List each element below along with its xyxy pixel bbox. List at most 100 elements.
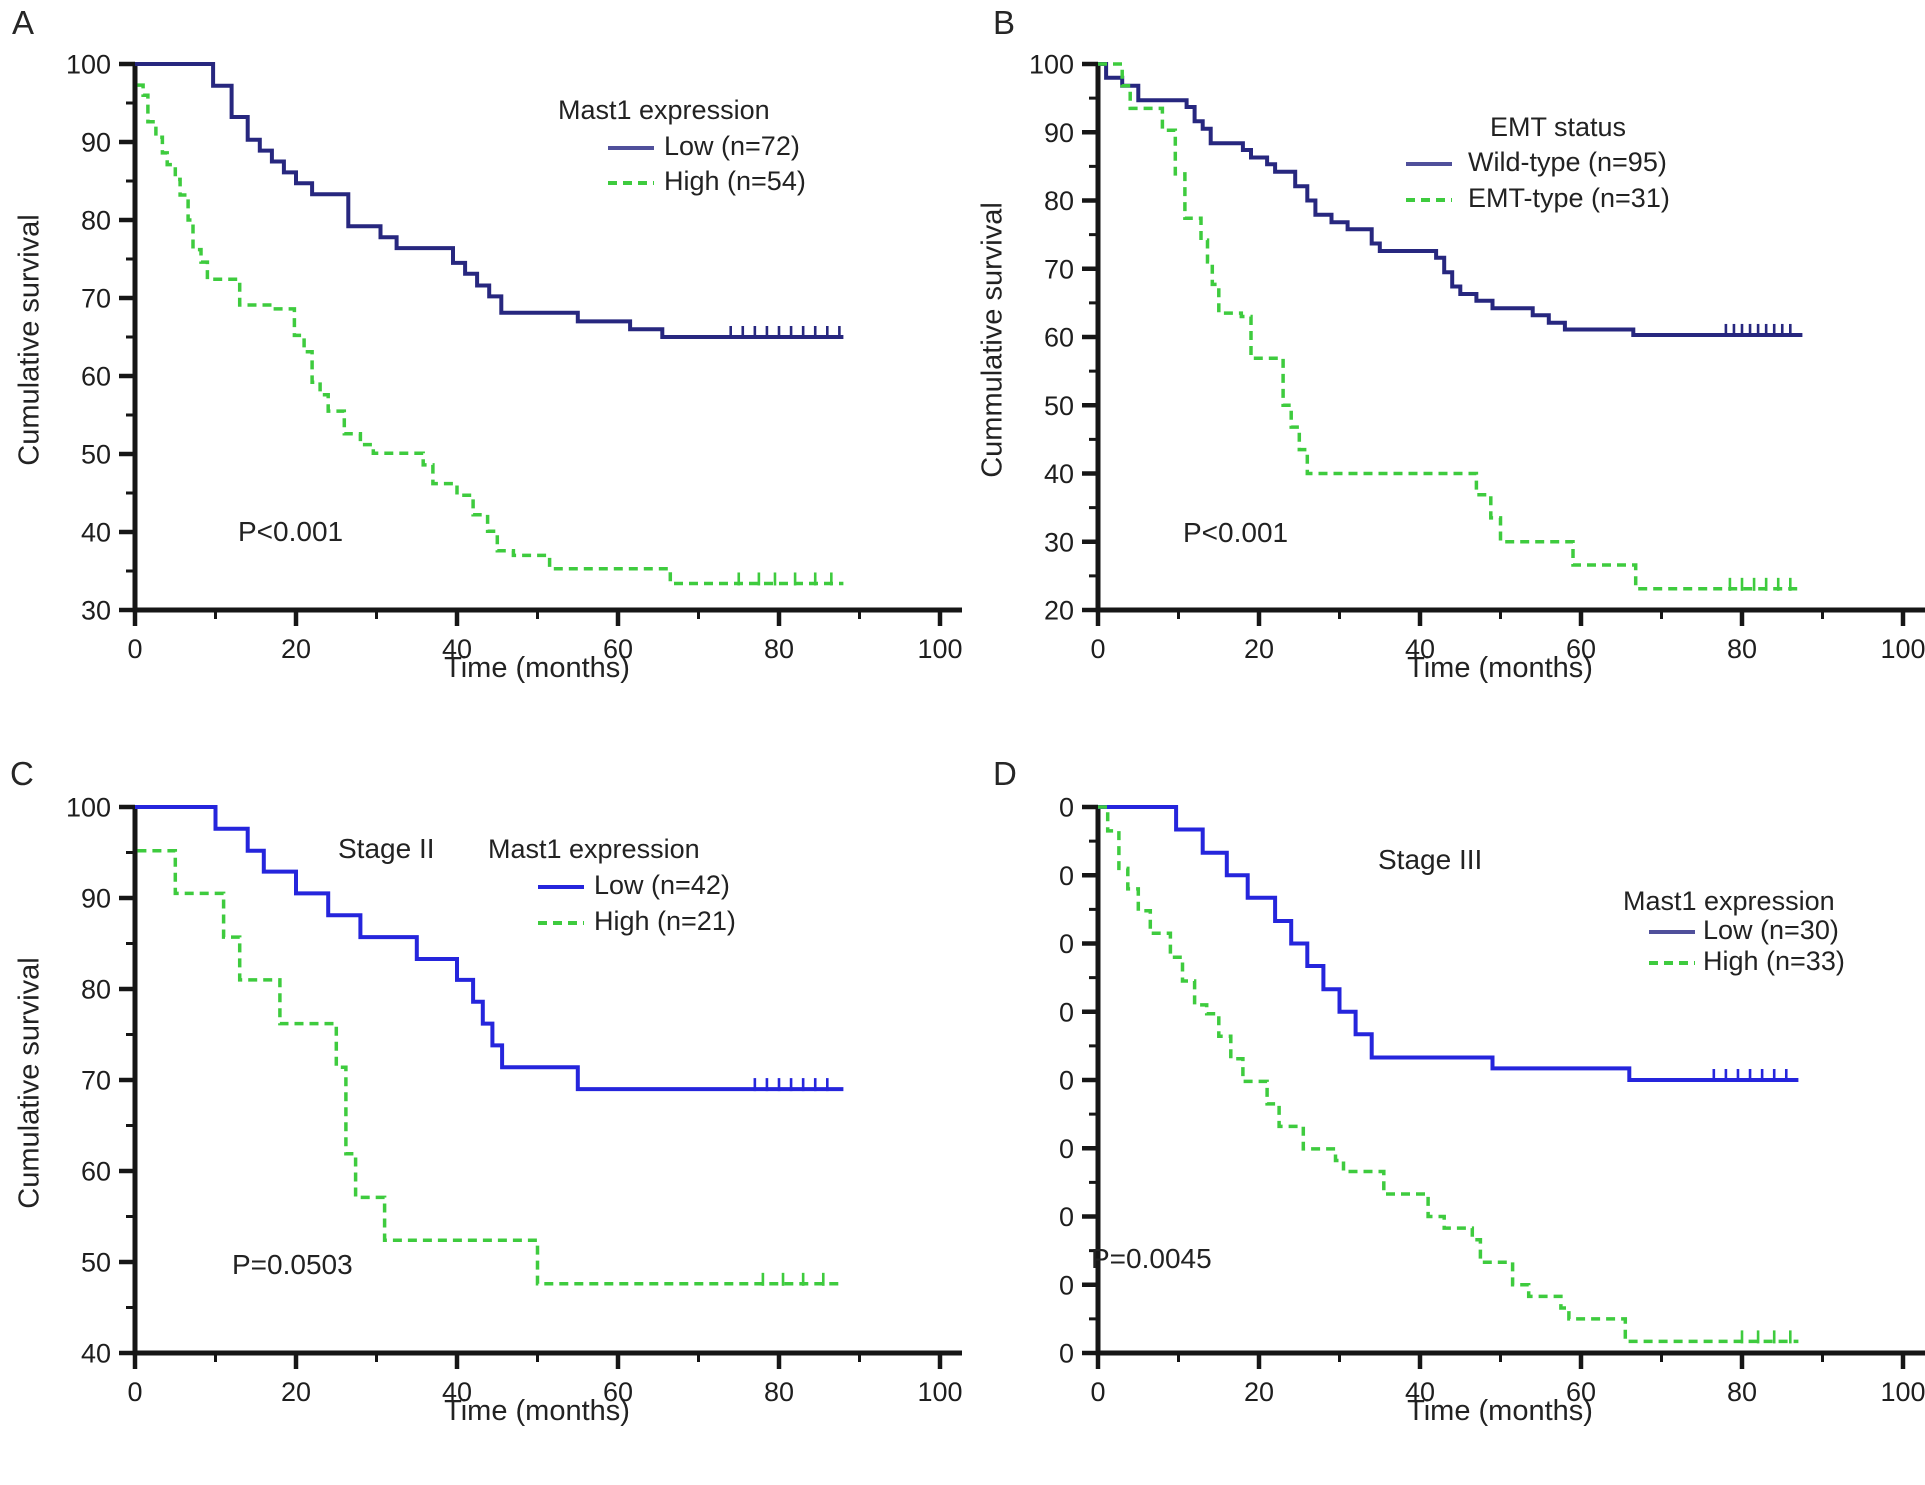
x-axis-title: Time (months) xyxy=(1407,652,1593,684)
y-tick-label: 50 xyxy=(81,440,111,470)
x-tick-label: 0 xyxy=(1090,634,1105,664)
legend-line-sample-dashed xyxy=(1406,198,1452,202)
x-tick-label: 20 xyxy=(1244,1377,1274,1407)
x-tick-label: 100 xyxy=(917,1377,962,1407)
legend-line-sample-solid xyxy=(1406,162,1452,166)
y-tick-label: 70 xyxy=(1044,254,1074,284)
x-tick-label: 40 xyxy=(442,634,472,664)
y-tick-label: 40 xyxy=(1044,459,1074,489)
y-tick-label: 60 xyxy=(81,1157,111,1187)
y-tick-label: 70 xyxy=(81,284,111,314)
km-plot-svg-c: 100 90 80 70 60 50 40 0 20 40 60 80 100 xyxy=(66,793,962,1407)
x-axis-title: Time (months) xyxy=(444,1395,630,1427)
panel-letter-b: B xyxy=(993,4,1016,41)
x-tick-label: 80 xyxy=(1727,1377,1757,1407)
panel-letter-a: A xyxy=(12,4,35,41)
y-tick-label: 100 xyxy=(66,793,111,823)
y-tick-label: 60 xyxy=(81,362,111,392)
y-tick-label: 80 xyxy=(81,206,111,236)
x-tick-label: 60 xyxy=(1566,634,1596,664)
x-tick-label: 20 xyxy=(281,1377,311,1407)
y-tick-label: 0 xyxy=(1059,1339,1074,1369)
panel-a: 100 90 80 70 60 50 40 30 0 20 40 60 80 100 A Cumulati… xyxy=(0,0,962,742)
x-tick-label: 80 xyxy=(764,1377,794,1407)
x-tick-label: 40 xyxy=(442,1377,472,1407)
y-tick-label: 30 xyxy=(81,596,111,626)
y-tick-label: 40 xyxy=(81,1339,111,1369)
legend-item-label: High (n=21) xyxy=(594,906,736,936)
x-tick-label: 80 xyxy=(1727,634,1757,664)
x-axis-title: Time (months) xyxy=(1407,1395,1593,1427)
x-tick-label: 60 xyxy=(1566,1377,1596,1407)
legend-title: Mast1 expression xyxy=(558,95,770,125)
y-tick-label: 0 xyxy=(1059,793,1074,823)
x-tick-label: 100 xyxy=(1880,634,1925,664)
y-tick-label: 100 xyxy=(1029,50,1074,80)
legend-item-label: Low (n=30) xyxy=(1703,915,1839,945)
y-tick-label: 0 xyxy=(1059,1270,1074,1300)
x-tick-label: 60 xyxy=(603,634,633,664)
y-tick-label: 0 xyxy=(1059,1066,1074,1096)
x-tick-label: 80 xyxy=(764,634,794,664)
y-tick-label: 0 xyxy=(1059,1202,1074,1232)
p-value: P<0.001 xyxy=(1183,517,1289,548)
km-curve xyxy=(1098,62,1803,337)
legend-line-sample-dashed xyxy=(1649,961,1695,965)
legend-title: Mast1 expression xyxy=(1623,886,1835,916)
stage-label: Stage III xyxy=(1378,844,1483,875)
p-value: P=0.0503 xyxy=(232,1249,353,1280)
km-curve xyxy=(135,805,844,1092)
y-tick-label: 70 xyxy=(81,1066,111,1096)
x-tick-label: 100 xyxy=(917,634,962,664)
y-tick-label: 90 xyxy=(81,884,111,914)
panel-letter-c: C xyxy=(10,755,34,792)
legend-title: EMT status xyxy=(1490,112,1627,142)
stage-label: Stage II xyxy=(338,833,435,864)
km-curve xyxy=(1098,805,1799,1082)
legend-line-sample-solid xyxy=(608,146,654,150)
legend-line-sample-solid xyxy=(1649,930,1695,934)
y-axis-title: Cummulative survival xyxy=(976,202,1009,478)
km-curve xyxy=(137,848,844,1286)
legend-item-label: High (n=54) xyxy=(664,166,806,196)
x-tick-label: 0 xyxy=(1090,1377,1105,1407)
axes: 100 90 80 70 60 50 40 30 20 0 20 40 60 80 100 xyxy=(1029,50,1925,664)
y-tick-label: 50 xyxy=(81,1248,111,1278)
legend-line-sample-dashed xyxy=(608,181,654,185)
x-tick-label: 40 xyxy=(1405,1377,1435,1407)
x-tick-label: 20 xyxy=(281,634,311,664)
km-plot-svg-a: 100 90 80 70 60 50 40 30 0 20 40 60 80 100 xyxy=(66,50,962,664)
panel-letter-d: D xyxy=(993,755,1017,792)
legend-line-sample-solid xyxy=(538,885,584,889)
legend-item-label: Wild-type (n=95) xyxy=(1468,147,1667,177)
panel-c: 100 90 80 70 60 50 40 0 20 40 60 80 100 C Cumulative… xyxy=(0,743,962,1485)
legend-line-sample-dashed xyxy=(538,921,584,925)
legend-item-label: Low (n=72) xyxy=(664,131,800,161)
km-plot-svg-b: 100 90 80 70 60 50 40 30 20 0 20 40 60 80 100 xyxy=(1029,50,1925,664)
x-tick-label: 40 xyxy=(1405,634,1435,664)
x-tick-label: 0 xyxy=(127,1377,142,1407)
legend-item-label: High (n=33) xyxy=(1703,946,1845,976)
y-tick-label: 90 xyxy=(81,128,111,158)
y-axis-title: Cumulative survival xyxy=(13,214,46,466)
y-tick-label: 80 xyxy=(1044,186,1074,216)
y-tick-label: 40 xyxy=(81,518,111,548)
panel-b: 100 90 80 70 60 50 40 30 20 0 20 40 60 80 100 B Cummul… xyxy=(963,0,1925,742)
x-tick-label: 0 xyxy=(127,634,142,664)
legend-title: Mast1 expression xyxy=(488,834,700,864)
p-value: P=0.0045 xyxy=(1091,1243,1212,1274)
y-tick-label: 0 xyxy=(1059,997,1074,1027)
y-tick-label: 30 xyxy=(1044,527,1074,557)
p-value: P<0.001 xyxy=(238,516,344,547)
legend-item-label: EMT-type (n=31) xyxy=(1468,183,1670,213)
km-curve xyxy=(135,62,844,339)
x-axis-title: Time (months) xyxy=(444,652,630,684)
y-tick-label: 50 xyxy=(1044,391,1074,421)
y-tick-label: 0 xyxy=(1059,929,1074,959)
y-axis-title: Cumulative survival xyxy=(13,957,46,1209)
y-tick-label: 80 xyxy=(81,975,111,1005)
km-curve xyxy=(137,83,844,586)
x-tick-label: 100 xyxy=(1880,1377,1925,1407)
